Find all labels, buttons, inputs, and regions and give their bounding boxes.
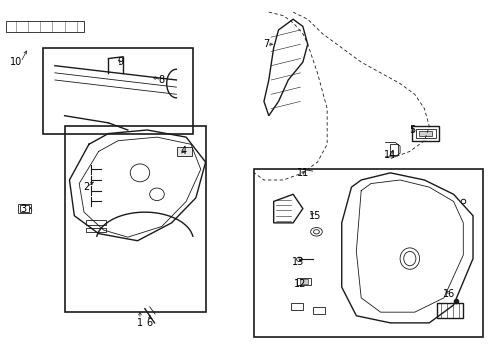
Bar xyxy=(20,205,29,212)
Text: 6: 6 xyxy=(146,318,152,328)
Text: 1: 1 xyxy=(137,318,142,328)
Text: 7: 7 xyxy=(263,39,269,49)
Bar xyxy=(86,228,106,232)
Bar xyxy=(436,303,462,318)
Text: 14: 14 xyxy=(384,150,396,160)
Text: 12: 12 xyxy=(294,279,306,289)
Bar xyxy=(86,220,106,225)
Bar xyxy=(389,144,397,155)
Bar xyxy=(19,204,30,213)
Text: 5: 5 xyxy=(408,125,414,135)
Bar xyxy=(411,126,438,141)
Text: 11: 11 xyxy=(296,168,308,178)
Bar xyxy=(64,126,205,312)
Bar xyxy=(418,131,431,136)
Bar xyxy=(254,169,482,337)
Bar xyxy=(290,303,302,310)
Text: 9: 9 xyxy=(117,57,123,67)
Text: 4: 4 xyxy=(180,147,186,157)
Text: 15: 15 xyxy=(308,211,321,221)
Bar xyxy=(312,307,324,314)
Text: 10: 10 xyxy=(10,57,22,67)
Text: 2: 2 xyxy=(83,182,89,192)
Text: 3: 3 xyxy=(20,203,26,213)
Text: 8: 8 xyxy=(159,75,164,85)
Bar xyxy=(296,278,310,285)
Bar xyxy=(415,129,435,138)
Bar xyxy=(42,48,193,134)
Text: 16: 16 xyxy=(442,289,454,299)
Text: 13: 13 xyxy=(291,257,304,267)
Bar xyxy=(299,279,307,284)
Bar xyxy=(177,147,192,156)
